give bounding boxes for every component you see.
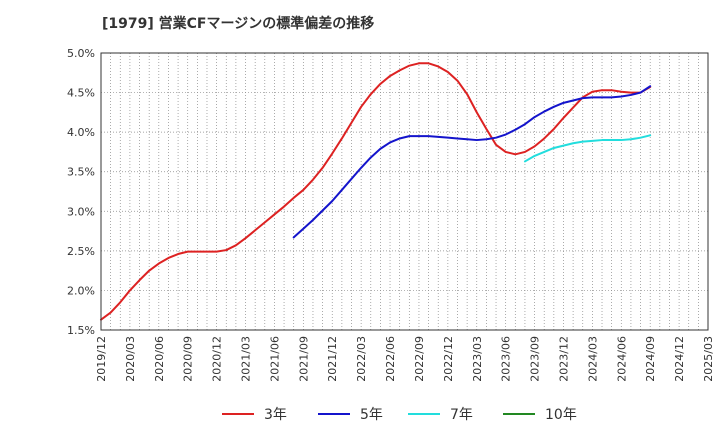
x-tick-label: 2021/12 [326,336,339,382]
x-tick-label: 2020/03 [124,336,137,382]
legend-label-10年: 10年 [545,407,577,423]
legend-label-5年: 5年 [360,407,383,423]
legend: 3年 5年 7年 10年 [222,407,577,423]
x-tick-label: 2023/03 [471,336,484,382]
x-tick-label: 2024/12 [673,336,686,382]
x-tick-label: 2021/09 [297,336,310,382]
x-axis-ticks: 2019/12 2020/03 2020/06 2020/09 2020/12 2021/… [95,336,715,382]
x-tick-label: 2024/09 [644,336,657,382]
y-tick-label: 2.0% [67,284,95,297]
legend-label-3年: 3年 [264,407,287,423]
x-tick-label: 2020/12 [211,336,224,382]
x-tick-label: 2020/06 [153,336,166,382]
y-axis-ticks: 5.0% 4.5% 4.0% 3.5% 3.0% 2.5% 2.0% 1.5% [67,47,95,337]
legend-label-7年: 7年 [450,407,473,423]
x-tick-label: 2022/06 [384,336,397,382]
x-tick-label: 2023/09 [529,336,542,382]
y-tick-label: 3.0% [67,205,95,218]
series-line-7年 [523,134,652,163]
plot-frame [100,52,709,331]
x-tick-label: 2021/03 [240,336,253,382]
x-tick-label: 2020/09 [182,336,195,382]
grid [101,53,708,330]
x-tick-label: 2021/06 [268,336,281,382]
y-tick-label: 4.5% [67,87,95,100]
x-tick-label: 2025/03 [702,336,715,382]
series-lines [100,62,652,321]
x-tick-label: 2022/09 [413,336,426,382]
y-tick-label: 1.5% [67,324,95,337]
x-tick-label: 2022/12 [442,336,455,382]
chart-title: [1979] 営業CFマージンの標準偏差の推移 [102,15,374,32]
x-tick-label: 2022/03 [355,336,368,382]
x-tick-label: 2023/06 [500,336,513,382]
y-tick-label: 4.0% [67,126,95,139]
x-tick-label: 2019/12 [95,336,108,382]
y-tick-label: 3.5% [67,166,95,179]
y-tick-label: 2.5% [67,245,95,258]
series-line-3年 [100,62,652,321]
y-tick-label: 5.0% [67,47,95,60]
x-tick-label: 2024/03 [586,336,599,382]
x-tick-label: 2024/06 [615,336,628,382]
x-tick-label: 2023/12 [557,336,570,382]
series-line-5年 [292,85,652,239]
